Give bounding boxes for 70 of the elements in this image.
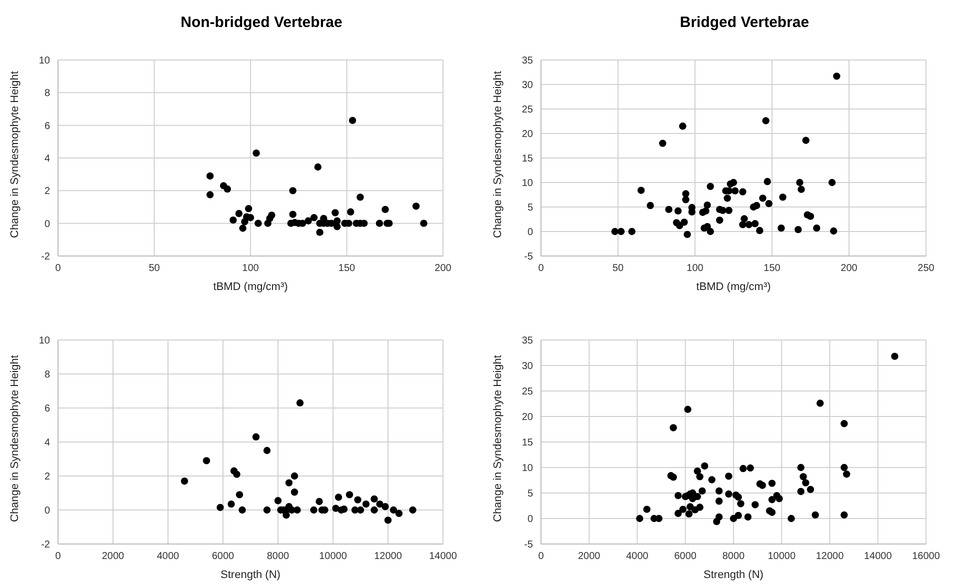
x-tick-label: 50 — [612, 263, 624, 274]
y-tick-label: 6 — [44, 120, 50, 132]
y-tick-label: 4 — [44, 154, 50, 165]
y-tick-label: 30 — [522, 361, 534, 372]
y-tick-label: 20 — [522, 412, 534, 424]
y-tick-label: -5 — [524, 252, 534, 263]
chart-title: Non-bridged Vertebrae — [180, 13, 344, 33]
y-tick-label: 2 — [44, 472, 50, 483]
x-tick-label: 10000 — [319, 551, 348, 562]
x-tick-label: 14000 — [429, 551, 458, 562]
x-tick-label: 0 — [538, 263, 544, 274]
y-tick-label: 5 — [527, 202, 534, 214]
x-tick-label: 4000 — [156, 551, 180, 562]
y-axis-title: Change in Syndesmophyte Height — [8, 71, 21, 238]
x-tick-label: 16000 — [912, 551, 940, 562]
y-tick-label: 8 — [44, 88, 50, 100]
x-tick-label: 0 — [55, 551, 62, 562]
x-tick-label: 6000 — [212, 551, 235, 562]
y-tick-label: 20 — [522, 129, 534, 140]
y-tick-label: 10 — [38, 336, 50, 347]
x-tick-label: 8000 — [722, 551, 746, 562]
x-tick-label: 100 — [242, 263, 260, 274]
y-tick-label: 0 — [44, 218, 50, 230]
y-axis-title: Change in Syndesmophyte Height — [492, 71, 504, 238]
x-axis-title: tBMD (mg/cm³) — [213, 281, 288, 293]
x-tick-label: 14000 — [864, 551, 892, 562]
y-tick-label: 25 — [522, 104, 534, 116]
x-tick-label: 0 — [55, 263, 62, 274]
y-tick-label: 2 — [44, 186, 50, 198]
y-axis-title: Change in Syndesmophyte Height — [492, 355, 504, 522]
x-tick-label: 150 — [338, 263, 356, 274]
y-tick-label: 15 — [522, 438, 534, 449]
x-axis-title: Strength (N) — [704, 569, 764, 581]
x-tick-label: 100 — [686, 263, 704, 274]
x-tick-label: 10000 — [768, 551, 796, 562]
x-tick-label: 200 — [840, 263, 858, 274]
x-tick-label: 250 — [918, 263, 935, 274]
x-axis-title: tBMD (mg/cm³) — [696, 281, 771, 293]
x-tick-label: 4000 — [626, 551, 649, 562]
y-tick-label: 5 — [527, 488, 534, 500]
y-tick-label: 35 — [522, 56, 534, 67]
y-tick-label: 6 — [44, 404, 50, 415]
x-tick-label: 2000 — [102, 551, 125, 562]
y-tick-label: -5 — [524, 540, 534, 551]
y-tick-label: 35 — [522, 336, 534, 347]
x-tick-label: 200 — [434, 263, 452, 274]
y-tick-label: -2 — [41, 540, 50, 551]
y-tick-label: 8 — [44, 370, 50, 381]
x-tick-label: 8000 — [266, 551, 290, 562]
x-tick-label: 2000 — [578, 551, 601, 562]
y-tick-label: 25 — [522, 386, 534, 398]
y-tick-label: 30 — [522, 80, 534, 92]
x-tick-label: 150 — [764, 263, 781, 274]
x-axis-title: Strength (N) — [220, 569, 280, 581]
x-tick-label: 50 — [148, 263, 160, 274]
y-tick-label: 0 — [527, 227, 534, 238]
x-tick-label: 12000 — [374, 551, 402, 562]
y-tick-label: -2 — [41, 252, 50, 263]
chart-title: Bridged Vertebrae — [678, 13, 810, 33]
x-tick-label: 12000 — [816, 551, 844, 562]
y-tick-label: 10 — [522, 178, 534, 190]
x-tick-label: 0 — [538, 551, 544, 562]
y-tick-label: 4 — [44, 438, 50, 449]
y-axis-title: Change in Syndesmophyte Height — [8, 355, 21, 522]
y-tick-label: 0 — [527, 514, 534, 526]
y-tick-label: 0 — [44, 506, 50, 517]
y-tick-label: 10 — [522, 463, 534, 474]
y-tick-label: 15 — [522, 154, 534, 165]
y-tick-label: 10 — [38, 56, 50, 67]
x-tick-label: 6000 — [674, 551, 697, 562]
